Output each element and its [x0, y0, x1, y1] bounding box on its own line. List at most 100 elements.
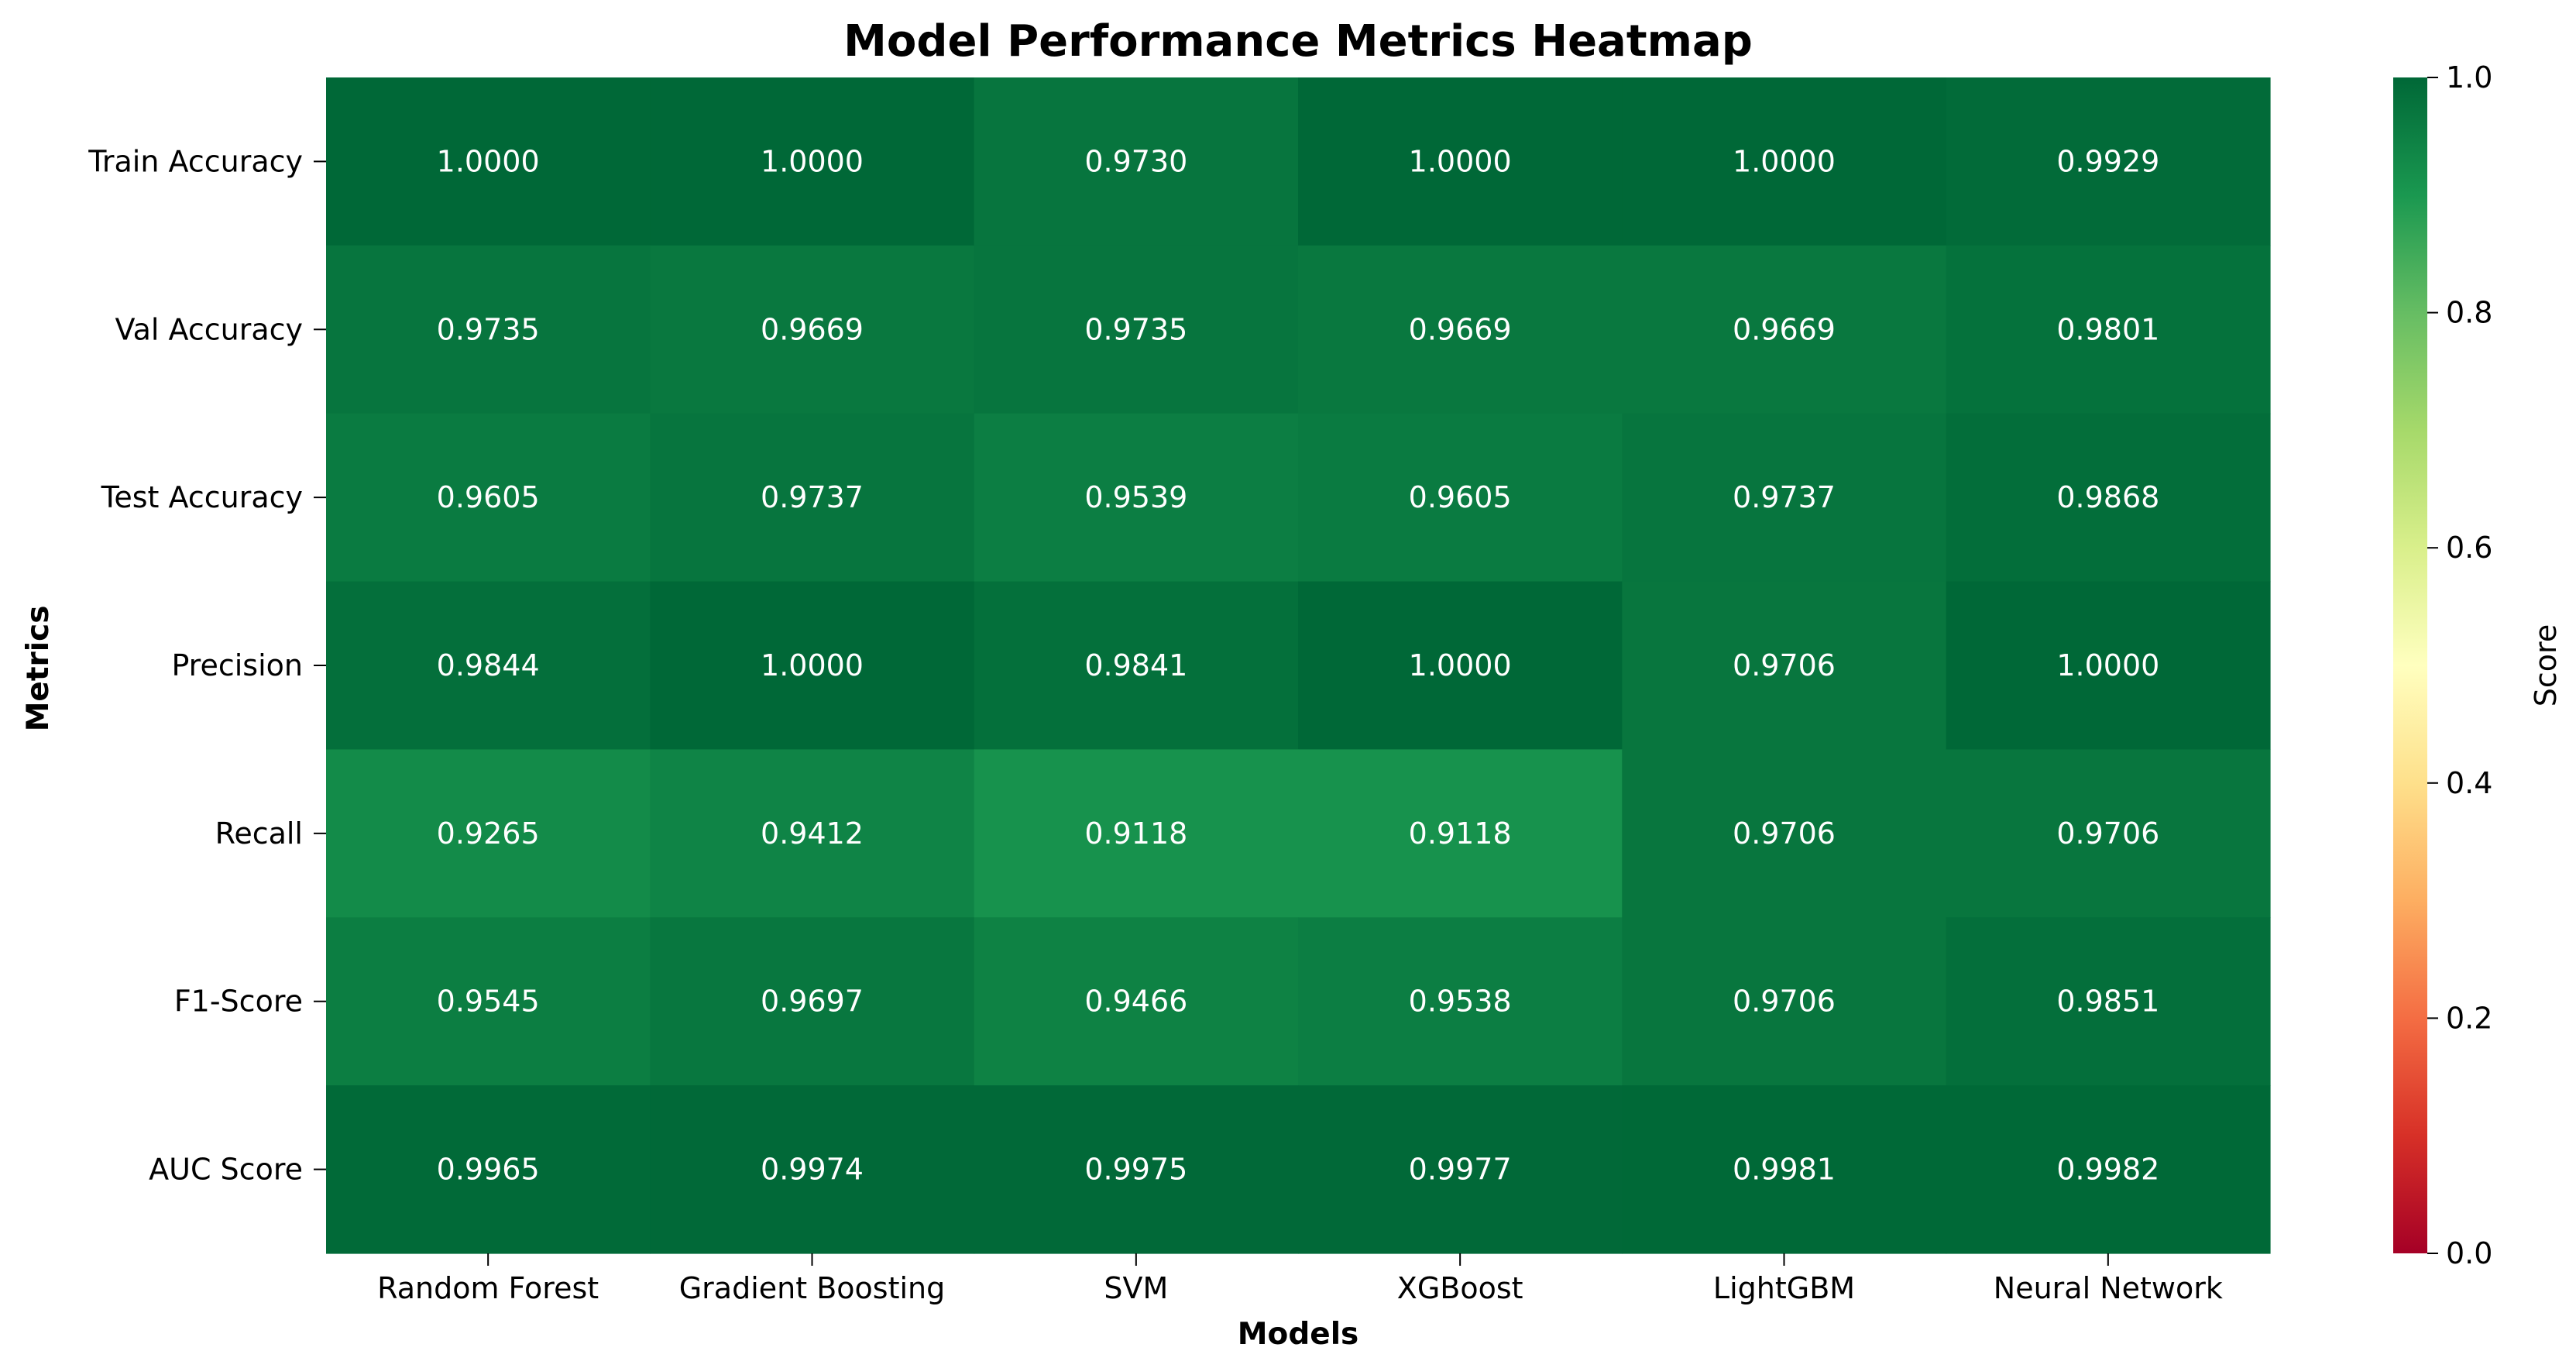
cell-value-label: 0.9851 [2056, 985, 2159, 1019]
cell-value-label: 0.9118 [1409, 816, 1512, 851]
colorbar: 0.0 0.2 0.4 0.6 0.8 1.0 Score [2393, 60, 2563, 1270]
heatmap-cell [1946, 581, 2271, 751]
x-tick-label: XGBoost [1397, 1271, 1523, 1305]
y-axis-ticks: Train Accuracy Val Accuracy Test Accuracy P… [88, 144, 326, 1187]
x-tick-label: Neural Network [1994, 1271, 2223, 1305]
heatmap-cell [1622, 1085, 1947, 1254]
heatmap-cell [326, 749, 651, 918]
heatmap-cell [650, 581, 975, 751]
heatmap-cell [326, 77, 651, 246]
x-axis-ticks: Random Forest Gradient Boosting SVM XGBoost… [377, 1253, 2223, 1305]
colorbar-tick-label: 0.4 [2446, 766, 2492, 800]
heatmap-cell [1298, 917, 1623, 1086]
cell-value-label: 0.9669 [1409, 312, 1512, 346]
cell-value-label: 0.9605 [1409, 480, 1512, 514]
y-tick-label: Precision [171, 648, 303, 682]
cell-value-label: 0.9706 [1733, 985, 1836, 1019]
cell-value-label: 0.9975 [1084, 1153, 1187, 1187]
heatmap-cell [1946, 917, 2271, 1086]
heatmap-cell [650, 917, 975, 1086]
colorbar-tick-label: 0.0 [2446, 1236, 2492, 1270]
heatmap-cell [326, 245, 651, 414]
cell-value-label: 1.0000 [2056, 648, 2159, 682]
cell-value-label: 1.0000 [1409, 648, 1512, 682]
y-tick-label: Recall [215, 816, 303, 851]
cell-value-label: 0.9706 [2056, 816, 2159, 851]
cell-value-label: 0.9801 [2056, 312, 2159, 346]
x-tick-label: LightGBM [1713, 1271, 1855, 1305]
y-tick-label: Train Accuracy [88, 144, 303, 178]
x-tick-label: Random Forest [377, 1271, 599, 1305]
cell-value-label: 0.9841 [1084, 648, 1187, 682]
heatmap-cells: 1.0000 1.0000 0.9730 1.0000 1.0000 0.9929 0.97… [326, 77, 2271, 1254]
heatmap-cell [1298, 245, 1623, 414]
heatmap-cell [650, 245, 975, 414]
colorbar-tick-label: 0.6 [2446, 531, 2492, 565]
heatmap-cell [1298, 581, 1623, 751]
heatmap-cell [1298, 1085, 1623, 1254]
y-tick-label: F1-Score [174, 985, 303, 1019]
heatmap-cell [974, 581, 1299, 751]
cell-value-label: 1.0000 [1733, 144, 1836, 178]
y-axis-label: Metrics [21, 606, 56, 732]
cell-value-label: 0.9844 [437, 648, 540, 682]
cell-value-label: 0.9982 [2056, 1153, 2159, 1187]
cell-value-label: 0.9118 [1084, 816, 1187, 851]
y-tick-label: AUC Score [149, 1153, 303, 1187]
heatmap-cell [974, 749, 1299, 918]
cell-value-label: 0.9735 [1084, 312, 1187, 346]
cell-value-label: 0.9412 [761, 816, 864, 851]
colorbar-label: Score [2529, 624, 2563, 706]
cell-value-label: 0.9868 [2056, 480, 2159, 514]
cell-value-label: 0.9605 [437, 480, 540, 514]
cell-value-label: 0.9265 [437, 816, 540, 851]
heatmap-cell [1946, 413, 2271, 583]
cell-value-label: 0.9539 [1084, 480, 1187, 514]
heatmap-cell [326, 413, 651, 583]
cell-value-label: 0.9737 [761, 480, 864, 514]
cell-value-label: 1.0000 [761, 648, 864, 682]
heatmap-cell [1622, 749, 1947, 918]
colorbar-tick-label: 1.0 [2446, 60, 2492, 95]
cell-value-label: 0.9538 [1409, 985, 1512, 1019]
heatmap-cell [1298, 413, 1623, 583]
heatmap-cell [1946, 245, 2271, 414]
cell-value-label: 0.9706 [1733, 648, 1836, 682]
cell-value-label: 0.9974 [761, 1153, 864, 1187]
cell-value-label: 0.9545 [437, 985, 540, 1019]
y-tick-label: Test Accuracy [101, 480, 303, 514]
cell-value-label: 0.9735 [437, 312, 540, 346]
heatmap-cell [974, 1085, 1299, 1254]
chart-title: Model Performance Metrics Heatmap [843, 16, 1753, 67]
heatmap-cell [1298, 77, 1623, 246]
heatmap-cell [1622, 917, 1947, 1086]
x-axis-label: Models [1238, 1317, 1359, 1352]
cell-value-label: 0.9737 [1733, 480, 1836, 514]
heatmap-cell [1622, 245, 1947, 414]
heatmap-cell [974, 917, 1299, 1086]
cell-value-label: 0.9669 [761, 312, 864, 346]
colorbar-tick-label: 0.2 [2446, 1001, 2492, 1035]
cell-value-label: 0.9929 [2056, 144, 2159, 178]
y-tick-label: Val Accuracy [115, 312, 303, 346]
cell-value-label: 0.9965 [437, 1153, 540, 1187]
heatmap-cell [1298, 749, 1623, 918]
cell-value-label: 0.9706 [1733, 816, 1836, 851]
cell-value-label: 0.9466 [1084, 985, 1187, 1019]
heatmap-cell [1946, 77, 2271, 246]
heatmap-cell [650, 413, 975, 583]
heatmap-cell [1622, 581, 1947, 751]
heatmap-cell [974, 245, 1299, 414]
colorbar-gradient [2393, 77, 2427, 1253]
cell-value-label: 1.0000 [1409, 144, 1512, 178]
heatmap-cell [650, 77, 975, 246]
x-tick-label: Gradient Boosting [679, 1271, 946, 1305]
cell-value-label: 0.9730 [1084, 144, 1187, 178]
cell-value-label: 1.0000 [761, 144, 864, 178]
heatmap-cell [974, 77, 1299, 246]
heatmap-cell [1946, 749, 2271, 918]
heatmap-cell [326, 917, 651, 1086]
cell-value-label: 0.9669 [1733, 312, 1836, 346]
heatmap-cell [650, 749, 975, 918]
